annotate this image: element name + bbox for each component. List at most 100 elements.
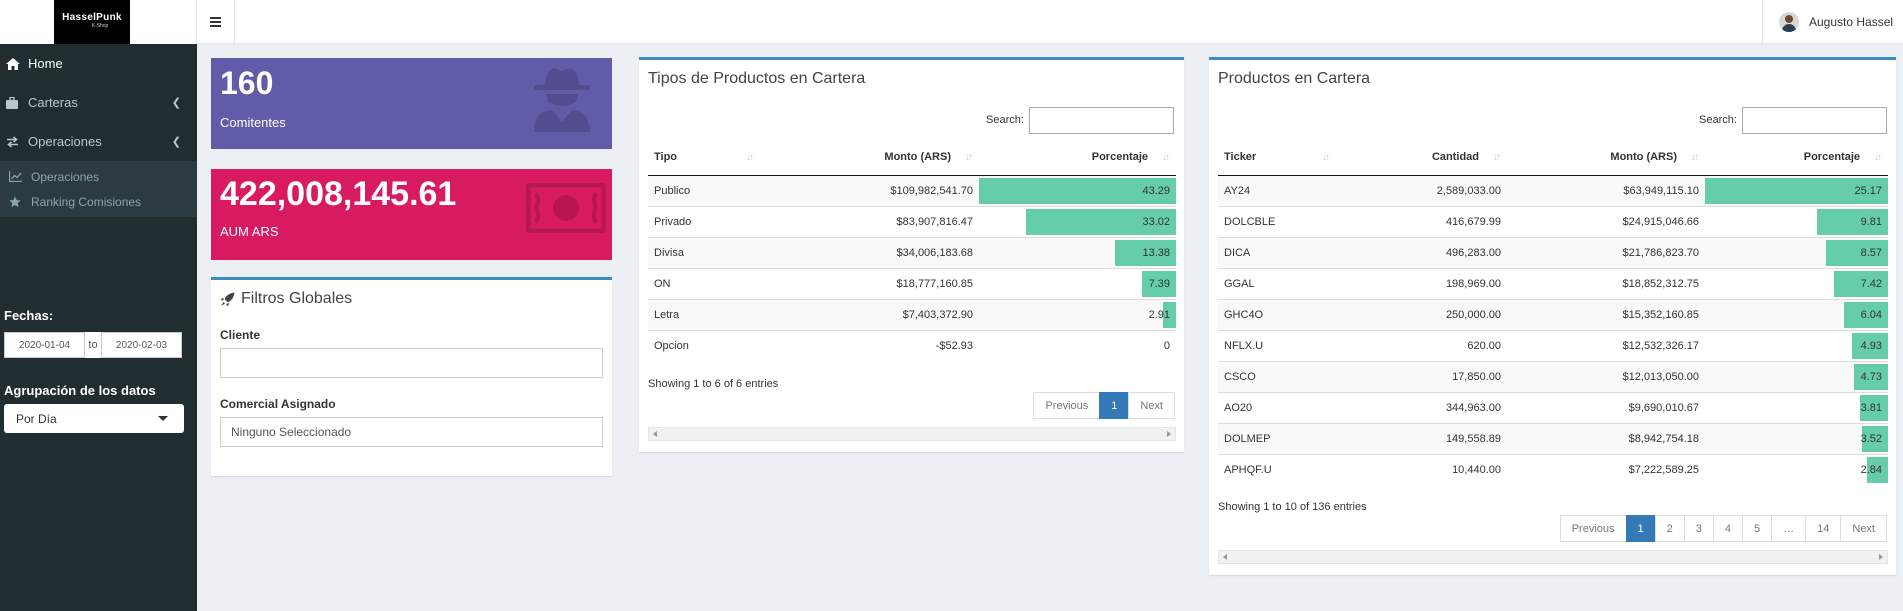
money-icon <box>526 183 606 233</box>
table-row[interactable]: ON $18,777,160.85 7.39 <box>648 267 1176 299</box>
table-row[interactable]: NFLX.U 620.00 $12,532,326.17 4.93 <box>1218 329 1888 361</box>
pct-value: 2.91 <box>1148 308 1170 321</box>
cliente-input[interactable] <box>220 348 603 378</box>
cantidad-cell: 250,000.00 <box>1336 298 1507 330</box>
pct-bar <box>1853 363 1888 390</box>
comitentes-box: 160 Comitentes <box>211 58 612 149</box>
cantidad-cell: 344,963.00 <box>1336 391 1507 423</box>
table-row[interactable]: AO20 344,963.00 $9,690,010.67 3.81 <box>1218 391 1888 423</box>
scroll-right-icon[interactable] <box>1879 554 1883 560</box>
table-row[interactable]: DOLMEP 149,558.89 $8,942,754.18 3.52 <box>1218 422 1888 454</box>
logo[interactable]: HasselPunk K-Shop <box>54 0 130 44</box>
sidebar-subitem-ranking-comisiones[interactable]: Ranking Comisiones <box>0 189 197 214</box>
rocket-icon <box>220 292 235 306</box>
pct-bar <box>1115 239 1176 266</box>
tipos-scrollbar[interactable] <box>648 427 1176 441</box>
table-row[interactable]: AY24 2,589,033.00 $63,949,115.10 25.17 <box>1218 174 1888 206</box>
scroll-right-icon[interactable] <box>1167 431 1171 437</box>
star-icon <box>9 195 31 208</box>
pct-bar <box>1834 270 1888 297</box>
previous-page-button[interactable]: Previous <box>1559 515 1627 542</box>
cliente-label: Cliente <box>220 328 261 342</box>
pct-bar <box>1867 456 1888 483</box>
sort-icon: ↓↑ <box>1322 152 1330 163</box>
page-button[interactable]: 4 <box>1712 515 1743 542</box>
monto-cell: $18,777,160.85 <box>760 267 979 299</box>
monto-cell: $8,942,754.18 <box>1507 422 1705 454</box>
page-button[interactable]: 1 <box>1099 392 1130 419</box>
monto-cell: $12,532,326.17 <box>1507 329 1705 361</box>
page-button[interactable]: … <box>1771 515 1807 542</box>
scroll-left-icon[interactable] <box>653 431 657 437</box>
col-header-monto[interactable]: Monto (ARS) ↓↑ <box>760 140 979 176</box>
next-page-button[interactable]: Next <box>1128 392 1175 419</box>
col-header-tipo[interactable]: Tipo ↓↑ <box>648 140 760 176</box>
tipo-cell: ON <box>648 267 760 299</box>
aum-label: AUM ARS <box>220 224 279 239</box>
sidebar-toggle-button[interactable] <box>197 0 235 44</box>
table-row[interactable]: DICA 496,283.00 $21,786,823.70 8.57 <box>1218 236 1888 268</box>
sidebar-subitem-operaciones[interactable]: Operaciones <box>0 164 197 189</box>
page-button[interactable]: 1 <box>1625 515 1656 542</box>
table-row[interactable]: CSCO 17,850.00 $12,013,050.00 4.73 <box>1218 360 1888 392</box>
user-menu[interactable]: Augusto Hassel <box>1762 0 1903 44</box>
tipos-title: Tipos de Productos en Cartera <box>648 70 866 87</box>
productos-search-label: Search: <box>1699 114 1737 126</box>
col-header-porcentaje[interactable]: Porcentaje ↓↑ <box>1705 140 1888 176</box>
comercial-select[interactable]: Ninguno Seleccionado <box>220 417 603 447</box>
table-row[interactable]: GGAL 198,969.00 $18,852,312.75 7.42 <box>1218 267 1888 299</box>
monto-cell: $15,352,160.85 <box>1507 298 1705 330</box>
date-to-input[interactable]: 2020-02-03 <box>101 332 182 358</box>
col-header-ticker[interactable]: Ticker ↓↑ <box>1218 140 1336 176</box>
date-separator: to <box>85 332 101 358</box>
agrupacion-select[interactable]: Por Día <box>4 404 184 433</box>
table-row[interactable]: APHQF.U 10,440.00 $7,222,589.25 2.84 <box>1218 453 1888 485</box>
table-row[interactable]: Letra $7,403,372.90 2.91 <box>648 298 1176 330</box>
page-button[interactable]: 2 <box>1654 515 1685 542</box>
table-row[interactable]: Divisa $34,006,183.68 13.38 <box>648 236 1176 268</box>
scroll-left-icon[interactable] <box>1223 554 1227 560</box>
comitentes-count: 160 <box>220 65 274 101</box>
sidebar-item-label: Home <box>28 56 63 71</box>
monto-cell: -$52.93 <box>760 329 979 361</box>
table-header-row: Tipo ↓↑ Monto (ARS) ↓↑ Porcentaje ↓↑ <box>648 140 1176 176</box>
pct-value: 7.39 <box>1148 277 1170 290</box>
tipos-table: Tipo ↓↑ Monto (ARS) ↓↑ Porcentaje ↓↑ Public… <box>648 140 1176 361</box>
table-row[interactable]: Publico $109,982,541.70 43.29 <box>648 174 1176 206</box>
pct-cell: 0 <box>979 329 1176 361</box>
exchange-icon <box>6 135 28 148</box>
previous-page-button[interactable]: Previous <box>1033 392 1101 419</box>
tipos-search-input[interactable] <box>1029 107 1174 134</box>
productos-scrollbar[interactable] <box>1218 550 1888 564</box>
avatar <box>1779 12 1799 32</box>
col-header-cantidad[interactable]: Cantidad ↓↑ <box>1336 140 1507 176</box>
table-row[interactable]: DOLCBLE 416,679.99 $24,915,046.66 9.81 <box>1218 205 1888 237</box>
next-page-button[interactable]: Next <box>1840 515 1887 542</box>
page-button[interactable]: 14 <box>1805 515 1842 542</box>
agrupacion-value: Por Día <box>16 411 57 426</box>
sidebar-item-home[interactable]: Home <box>0 44 197 83</box>
table-row[interactable]: Privado $83,907,816.47 33.02 <box>648 205 1176 237</box>
filtros-title: Filtros Globales <box>241 290 353 307</box>
sidebar-item-operaciones[interactable]: Operaciones ❮ <box>0 122 197 161</box>
sidebar-item-carteras[interactable]: Carteras ❮ <box>0 83 197 122</box>
col-header-monto[interactable]: Monto (ARS) ↓↑ <box>1507 140 1705 176</box>
ticker-cell: GHC4O <box>1218 298 1336 330</box>
comitentes-label: Comitentes <box>220 115 286 130</box>
sidebar-item-label: Carteras <box>28 95 78 110</box>
cantidad-cell: 149,558.89 <box>1336 422 1507 454</box>
logo-area[interactable]: HasselPunk K-Shop <box>0 0 197 44</box>
page-button[interactable]: 3 <box>1683 515 1714 542</box>
productos-pagination: Previous 1 2 3 4 5… 14 Next <box>1559 515 1887 542</box>
table-row[interactable]: GHC4O 250,000.00 $15,352,160.85 6.04 <box>1218 298 1888 330</box>
ticker-cell: APHQF.U <box>1218 453 1336 485</box>
pct-cell: 13.38 <box>979 236 1176 268</box>
col-header-porcentaje[interactable]: Porcentaje ↓↑ <box>979 140 1176 176</box>
page-button[interactable]: 5 <box>1742 515 1773 542</box>
monto-cell: $7,222,589.25 <box>1507 453 1705 485</box>
date-from-input[interactable]: 2020-01-04 <box>4 332 85 358</box>
pct-value: 25.17 <box>1854 184 1882 197</box>
productos-search-input[interactable] <box>1742 107 1887 134</box>
aum-value: 422,008,145.61 <box>220 175 457 213</box>
table-row[interactable]: Opcion -$52.93 0 <box>648 329 1176 361</box>
